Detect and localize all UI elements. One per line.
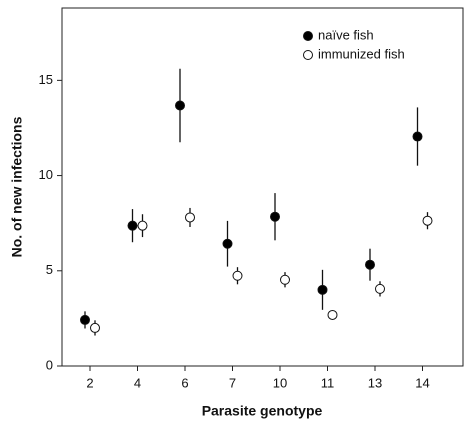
data-point xyxy=(280,274,290,285)
data-point xyxy=(365,259,375,270)
y-tick-label: 5 xyxy=(46,262,53,277)
plot-frame xyxy=(61,7,464,367)
legend-label: naïve fish xyxy=(318,27,374,42)
data-point xyxy=(375,283,385,294)
x-tick-label: 6 xyxy=(181,375,188,390)
data-point xyxy=(222,238,233,249)
y-axis-title: No. of new infections xyxy=(9,116,25,257)
legend-marker xyxy=(303,31,313,41)
x-tick-label: 13 xyxy=(368,375,382,390)
data-point xyxy=(90,322,100,333)
data-point xyxy=(422,215,433,226)
legend-label: immunized fish xyxy=(318,46,405,61)
y-tick-label: 0 xyxy=(46,357,53,372)
data-point xyxy=(185,212,195,223)
data-point xyxy=(137,220,148,231)
x-tick-label: 2 xyxy=(86,375,93,390)
data-point xyxy=(175,100,185,111)
data-point xyxy=(80,314,90,325)
y-tick-label: 15 xyxy=(39,72,53,87)
x-tick-label: 10 xyxy=(273,375,287,390)
data-point xyxy=(317,284,328,295)
data-point xyxy=(232,270,243,281)
x-tick-label: 4 xyxy=(134,375,141,390)
data-point xyxy=(327,309,338,320)
legend-marker xyxy=(303,50,313,60)
x-axis-title: Parasite genotype xyxy=(202,403,323,419)
y-tick-label: 10 xyxy=(39,167,53,182)
data-point xyxy=(127,220,138,231)
x-tick-label: 14 xyxy=(415,375,429,390)
data-point xyxy=(270,211,280,222)
data-point xyxy=(412,131,423,142)
x-tick-label: 7 xyxy=(229,375,236,390)
x-tick-label: 11 xyxy=(321,375,335,390)
